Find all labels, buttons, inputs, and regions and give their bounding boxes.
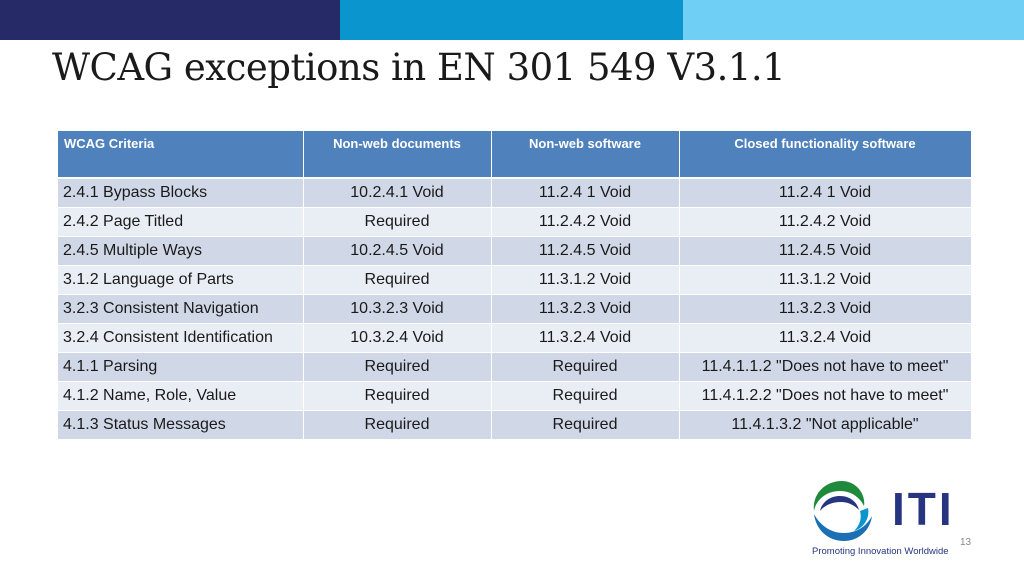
closed-functionality-cell: 11.4.1.2.2 "Does not have to meet" [679, 380, 972, 410]
non-web-software-cell: Required [491, 380, 680, 410]
criteria-cell: 2.4.5 Multiple Ways [58, 235, 304, 265]
non-web-documents-cell: Required [303, 380, 492, 410]
top-band-dark [0, 0, 340, 40]
non-web-documents-cell: Required [303, 351, 492, 381]
iti-logo: ITI Promoting Innovation Worldwide [810, 478, 972, 558]
table-row: 2.4.1 Bypass Blocks 10.2.4.1 Void 11.2.4… [58, 177, 972, 207]
criteria-cell: 2.4.2 Page Titled [58, 206, 304, 236]
logo-tagline: Promoting Innovation Worldwide [812, 546, 949, 557]
iti-swirl-icon [811, 480, 873, 542]
closed-functionality-cell: 11.3.2.4 Void [679, 322, 972, 352]
criteria-cell: 2.4.1 Bypass Blocks [58, 177, 304, 207]
top-band-mid [340, 0, 683, 40]
closed-functionality-cell: 11.4.1.1.2 "Does not have to meet" [679, 351, 972, 381]
column-header-non-web-software: Non-web software [491, 131, 680, 178]
table-row: 3.2.4 Consistent Identification 10.3.2.4… [58, 322, 972, 352]
non-web-documents-cell: 10.2.4.1 Void [303, 177, 492, 207]
closed-functionality-cell: 11.2.4.5 Void [679, 235, 972, 265]
non-web-documents-cell: 10.3.2.3 Void [303, 293, 492, 323]
criteria-cell: 3.2.4 Consistent Identification [58, 322, 304, 352]
criteria-cell: 4.1.3 Status Messages [58, 409, 304, 439]
closed-functionality-cell: 11.3.1.2 Void [679, 264, 972, 294]
non-web-software-cell: 11.2.4 1 Void [491, 177, 680, 207]
non-web-software-cell: 11.2.4.2 Void [491, 206, 680, 236]
column-header-closed-functionality: Closed functionality software [679, 131, 972, 178]
criteria-cell: 3.1.2 Language of Parts [58, 264, 304, 294]
column-header-criteria: WCAG Criteria [58, 131, 304, 178]
slide-title: WCAG exceptions in EN 301 549 V3.1.1 [52, 46, 786, 89]
table-row: 4.1.2 Name, Role, Value Required Require… [58, 380, 972, 410]
table-header-row: WCAG Criteria Non-web documents Non-web … [58, 131, 972, 178]
non-web-documents-cell: Required [303, 206, 492, 236]
criteria-cell: 3.2.3 Consistent Navigation [58, 293, 304, 323]
closed-functionality-cell: 11.4.1.3.2 "Not applicable" [679, 409, 972, 439]
non-web-software-cell: 11.3.1.2 Void [491, 264, 680, 294]
closed-functionality-cell: 11.3.2.3 Void [679, 293, 972, 323]
criteria-cell: 4.1.2 Name, Role, Value [58, 380, 304, 410]
non-web-documents-cell: 10.3.2.4 Void [303, 322, 492, 352]
table-row: 4.1.1 Parsing Required Required 11.4.1.1… [58, 351, 972, 381]
non-web-software-cell: 11.3.2.4 Void [491, 322, 680, 352]
column-header-non-web-documents: Non-web documents [303, 131, 492, 178]
non-web-software-cell: 11.2.4.5 Void [491, 235, 680, 265]
closed-functionality-cell: 11.2.4 1 Void [679, 177, 972, 207]
table-row: 4.1.3 Status Messages Required Required … [58, 409, 972, 439]
table-row: 2.4.5 Multiple Ways 10.2.4.5 Void 11.2.4… [58, 235, 972, 265]
non-web-documents-cell: Required [303, 264, 492, 294]
non-web-documents-cell: 10.2.4.5 Void [303, 235, 492, 265]
page-number: 13 [960, 537, 972, 548]
non-web-documents-cell: Required [303, 409, 492, 439]
logo-wordmark: ITI [892, 483, 955, 535]
closed-functionality-cell: 11.2.4.2 Void [679, 206, 972, 236]
table-row: 3.1.2 Language of Parts Required 11.3.1.… [58, 264, 972, 294]
non-web-software-cell: Required [491, 351, 680, 381]
table-row: 2.4.2 Page Titled Required 11.2.4.2 Void… [58, 206, 972, 236]
table-row: 3.2.3 Consistent Navigation 10.3.2.3 Voi… [58, 293, 972, 323]
non-web-software-cell: Required [491, 409, 680, 439]
top-band-light [683, 0, 1024, 40]
criteria-cell: 4.1.1 Parsing [58, 351, 304, 381]
non-web-software-cell: 11.3.2.3 Void [491, 293, 680, 323]
wcag-exceptions-table: WCAG Criteria Non-web documents Non-web … [58, 131, 972, 439]
